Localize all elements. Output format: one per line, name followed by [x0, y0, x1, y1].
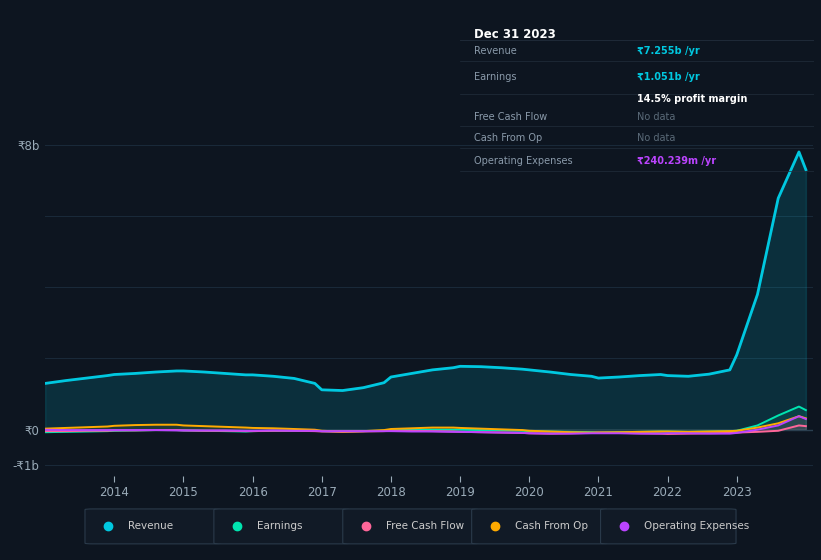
Text: Operating Expenses: Operating Expenses	[474, 156, 572, 166]
Text: ₹240.239m /yr: ₹240.239m /yr	[637, 156, 716, 166]
FancyBboxPatch shape	[343, 509, 478, 544]
Text: Cash From Op: Cash From Op	[474, 133, 542, 143]
Text: Dec 31 2023: Dec 31 2023	[474, 29, 556, 41]
FancyBboxPatch shape	[601, 509, 736, 544]
Text: No data: No data	[637, 133, 676, 143]
Text: ₹7.255b /yr: ₹7.255b /yr	[637, 46, 699, 56]
Text: ₹1.051b /yr: ₹1.051b /yr	[637, 72, 699, 82]
FancyBboxPatch shape	[213, 509, 349, 544]
Text: 14.5% profit margin: 14.5% profit margin	[637, 94, 747, 104]
Text: Earnings: Earnings	[258, 521, 303, 531]
FancyBboxPatch shape	[85, 509, 220, 544]
FancyBboxPatch shape	[472, 509, 608, 544]
Text: Revenue: Revenue	[128, 521, 173, 531]
Text: Free Cash Flow: Free Cash Flow	[474, 111, 548, 122]
Text: Earnings: Earnings	[474, 72, 516, 82]
Text: Operating Expenses: Operating Expenses	[644, 521, 750, 531]
Text: Revenue: Revenue	[474, 46, 516, 56]
Text: Cash From Op: Cash From Op	[516, 521, 588, 531]
Text: No data: No data	[637, 111, 676, 122]
Text: Free Cash Flow: Free Cash Flow	[387, 521, 465, 531]
